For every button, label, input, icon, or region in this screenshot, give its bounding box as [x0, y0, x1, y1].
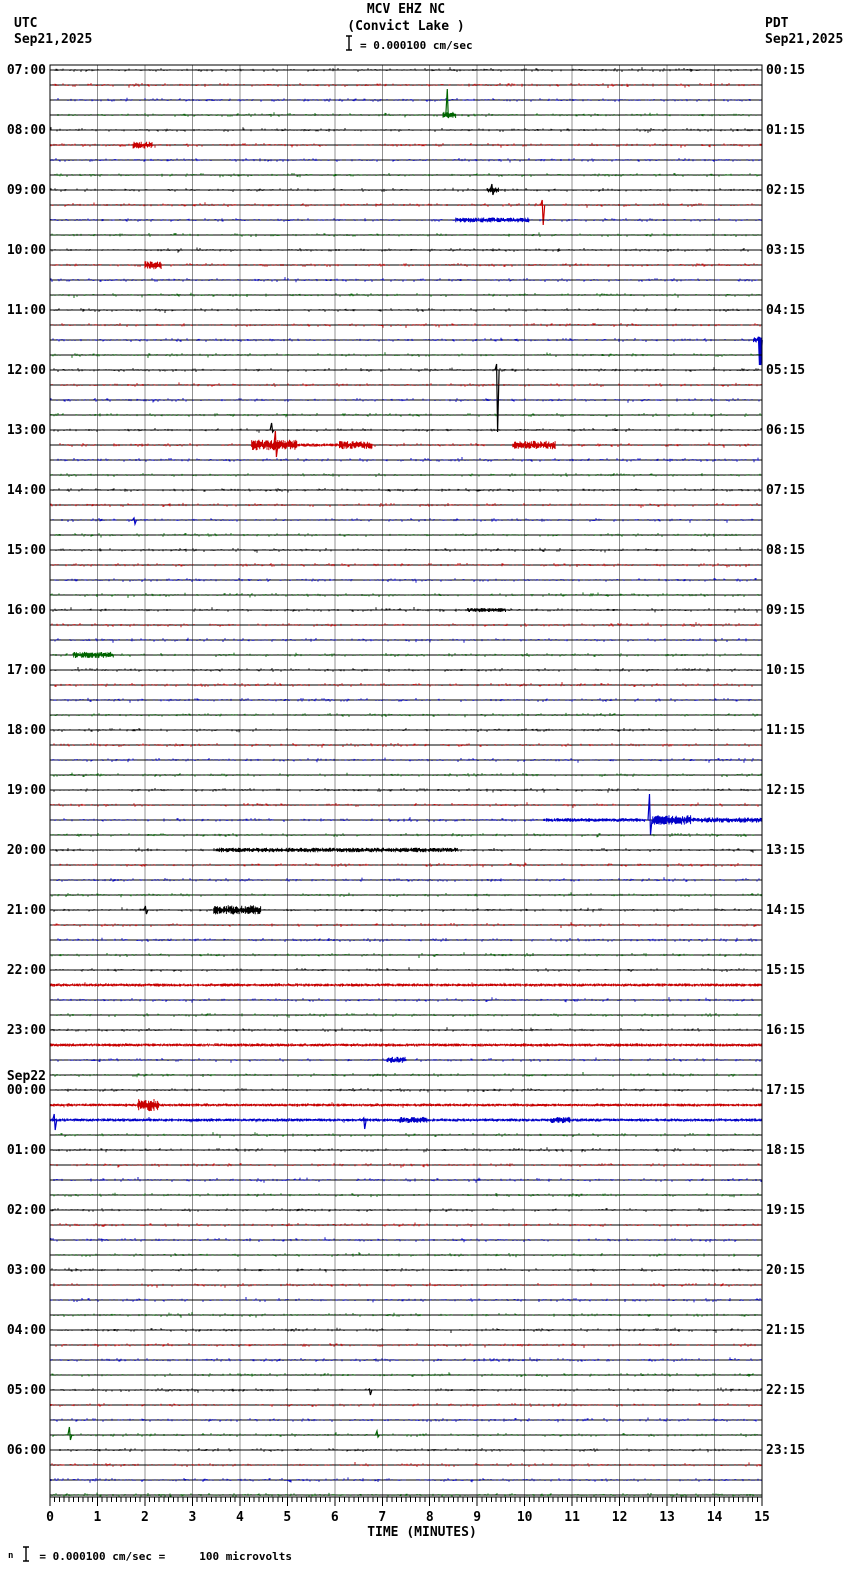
right-hour-label: 23:15	[766, 1443, 805, 1458]
right-hour-label: 05:15	[766, 363, 805, 378]
left-hour-label: 05:00	[7, 1383, 46, 1398]
right-hour-label: 07:15	[766, 483, 805, 498]
svg-text:14: 14	[707, 1510, 723, 1525]
right-hour-label: 20:15	[766, 1263, 805, 1278]
svg-text:12: 12	[612, 1510, 628, 1525]
left-hour-label: 00:00	[7, 1083, 46, 1098]
right-hour-label: 03:15	[766, 243, 805, 258]
right-hour-label: 12:15	[766, 783, 805, 798]
left-date-rollover: Sep22	[7, 1069, 46, 1084]
right-hour-label: 13:15	[766, 843, 805, 858]
left-hour-label: 13:00	[7, 423, 46, 438]
svg-text:9: 9	[473, 1510, 481, 1525]
left-hour-label: 03:00	[7, 1263, 46, 1278]
left-hour-label: 15:00	[7, 543, 46, 558]
left-hour-label: 02:00	[7, 1203, 46, 1218]
footer-prefix-glyph: n	[8, 1551, 14, 1561]
left-hour-label: 07:00	[7, 63, 46, 78]
right-hour-label: 00:15	[766, 63, 805, 78]
svg-text:8: 8	[426, 1510, 434, 1525]
right-timezone-block: PDT Sep21,2025	[765, 16, 843, 48]
left-hour-label: 09:00	[7, 183, 46, 198]
footer-ibeam-icon	[21, 1546, 31, 1566]
right-hour-label: 02:15	[766, 183, 805, 198]
left-hour-label: 01:00	[7, 1143, 46, 1158]
x-axis-title: TIME (MINUTES)	[367, 1525, 477, 1540]
left-hour-label: 21:00	[7, 903, 46, 918]
left-hour-label: 20:00	[7, 843, 46, 858]
right-date: Sep21,2025	[765, 32, 844, 47]
right-hour-label: 09:15	[766, 603, 805, 618]
left-hour-label: 18:00	[7, 723, 46, 738]
svg-text:1: 1	[94, 1510, 102, 1525]
left-hour-label: 11:00	[7, 303, 46, 318]
left-hour-label: 06:00	[7, 1443, 46, 1458]
left-hour-label: 12:00	[7, 363, 46, 378]
right-hour-label: 17:15	[766, 1083, 805, 1098]
svg-text:4: 4	[236, 1510, 244, 1525]
right-hour-label: 06:15	[766, 423, 805, 438]
left-hour-label: 17:00	[7, 663, 46, 678]
svg-text:10: 10	[517, 1510, 533, 1525]
scale-ibeam-icon	[344, 35, 354, 55]
right-hour-label: 18:15	[766, 1143, 805, 1158]
left-hour-label: 04:00	[7, 1323, 46, 1338]
right-hour-label: 22:15	[766, 1383, 805, 1398]
left-hour-label: 08:00	[7, 123, 46, 138]
station-title: MCV EHZ NC	[366, 2, 446, 17]
station-subtitle: (Convict Lake )	[347, 19, 465, 34]
footer-scale-legend: n = 0.000100 cm/sec = 100 microvolts	[8, 1546, 292, 1566]
left-hour-label: 23:00	[7, 1023, 46, 1038]
scale-legend: = 0.000100 cm/sec	[344, 35, 473, 55]
svg-text:3: 3	[188, 1510, 196, 1525]
footer-microvolts: 100 microvolts	[199, 1549, 292, 1563]
left-hour-label: 16:00	[7, 603, 46, 618]
right-hour-label: 14:15	[766, 903, 805, 918]
trace-rows	[49, 67, 763, 1497]
svg-text:6: 6	[331, 1510, 339, 1525]
right-hour-label: 15:15	[766, 963, 805, 978]
footer-scale-equation: = 0.000100 cm/sec =	[39, 1549, 166, 1563]
left-timezone-block: UTC Sep21,2025	[14, 16, 92, 48]
right-hour-label: 16:15	[766, 1023, 805, 1038]
right-hour-label: 11:15	[766, 723, 805, 738]
left-hour-label: 19:00	[7, 783, 46, 798]
left-date: Sep21,2025	[14, 32, 93, 47]
left-hour-label: 22:00	[7, 963, 46, 978]
left-hour-label: 10:00	[7, 243, 46, 258]
svg-text:5: 5	[283, 1510, 291, 1525]
svg-text:0: 0	[46, 1510, 54, 1525]
svg-text:2: 2	[141, 1510, 149, 1525]
svg-text:11: 11	[564, 1510, 580, 1525]
scale-label: = 0.000100 cm/sec	[360, 38, 473, 52]
row-labels: 07:00 00:15 08:00 01:15 09:00 02:15 10:00 03:15…	[7, 63, 805, 1458]
right-hour-label: 21:15	[766, 1323, 805, 1338]
x-axis-ticks	[49, 1497, 763, 1506]
right-hour-label: 01:15	[766, 123, 805, 138]
right-hour-label: 10:15	[766, 663, 805, 678]
right-timezone: PDT	[765, 16, 789, 31]
right-hour-label: 04:15	[766, 303, 805, 318]
right-hour-label: 08:15	[766, 543, 805, 558]
left-timezone: UTC	[14, 16, 38, 31]
svg-text:15: 15	[754, 1510, 770, 1525]
left-hour-label: 14:00	[7, 483, 46, 498]
right-hour-label: 19:15	[766, 1203, 805, 1218]
svg-text:13: 13	[659, 1510, 675, 1525]
svg-text:7: 7	[378, 1510, 386, 1525]
